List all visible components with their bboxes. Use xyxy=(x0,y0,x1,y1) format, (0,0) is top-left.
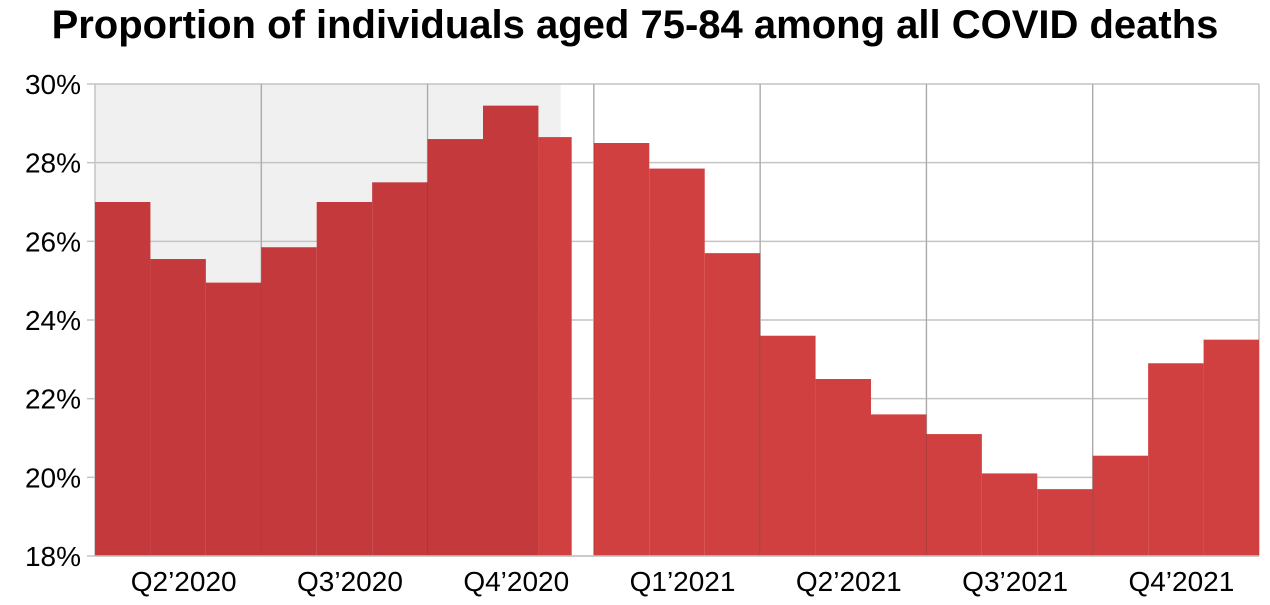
bar xyxy=(649,168,705,557)
bar xyxy=(1092,455,1149,556)
x-tick-label: Q2’2021 xyxy=(796,566,902,597)
y-tick-label: 30% xyxy=(25,69,81,100)
x-tick-label: Q3’2020 xyxy=(297,566,403,597)
bar xyxy=(926,434,982,556)
x-tick-label: Q4’2020 xyxy=(463,566,569,597)
bar xyxy=(815,379,871,556)
y-tick-label: 28% xyxy=(25,148,81,179)
bar xyxy=(593,143,650,556)
bar xyxy=(1148,363,1204,556)
x-tick-label: Q1’2021 xyxy=(630,566,736,597)
bar xyxy=(1203,339,1259,556)
bar xyxy=(760,335,816,556)
y-tick-label: 20% xyxy=(25,462,81,493)
bar xyxy=(372,182,428,557)
y-tick-label: 24% xyxy=(25,305,81,336)
bar xyxy=(1037,489,1093,556)
bar xyxy=(427,139,483,557)
y-tick-label: 22% xyxy=(25,384,81,415)
bar xyxy=(316,202,373,556)
bar xyxy=(981,473,1038,556)
x-tick-label: Q2’2020 xyxy=(131,566,237,597)
bar xyxy=(150,259,206,556)
bar xyxy=(205,282,262,556)
bar xyxy=(261,247,317,556)
y-tick-label: 18% xyxy=(25,541,81,572)
bar xyxy=(704,253,761,556)
bar xyxy=(483,105,539,556)
x-tick-label: Q3’2021 xyxy=(962,566,1068,597)
bar xyxy=(538,137,572,556)
y-tick-label: 26% xyxy=(25,226,81,257)
bar xyxy=(871,414,927,556)
chart-title: Proportion of individuals aged 75-84 amo… xyxy=(51,3,1219,47)
x-tick-label: Q4’2021 xyxy=(1128,566,1234,597)
bar xyxy=(95,202,151,556)
